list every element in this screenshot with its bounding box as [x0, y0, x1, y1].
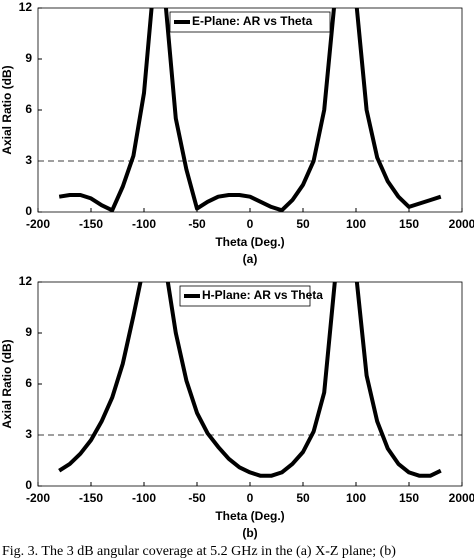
legend-label: E-Plane: AR vs Theta [192, 14, 313, 28]
x-tick-label: -150 [79, 217, 103, 231]
legend-box [179, 285, 311, 307]
x-tick-label: 0 [247, 491, 254, 505]
plot-area [38, 8, 462, 212]
y-axis-label: Axial Ratio (dB) [0, 65, 14, 154]
axes-frame [37, 7, 463, 213]
x-tick-label: 150 [399, 491, 419, 505]
x-tick-label: -50 [188, 491, 206, 505]
x-tick-label: 100 [346, 217, 366, 231]
x-tick-label: 150 [399, 217, 419, 231]
y-tick-label: 3 [25, 427, 32, 441]
line [58, 8, 442, 212]
y-tick-label: 6 [25, 102, 32, 116]
y-tick-label: 9 [25, 325, 32, 339]
x-tick-label: -100 [132, 217, 156, 231]
x-tick-label: 0 [247, 217, 254, 231]
axes: 0 3 6 9 12 -200 -150 -100 -50 0 50 100 150 2000 H-Plan… [0, 274, 474, 540]
subfigure-label: (a) [243, 252, 258, 266]
plot-area [38, 282, 462, 486]
y-tick-label: 9 [25, 51, 32, 65]
y-tick-label: 0 [25, 478, 32, 492]
y-axis-label: Axial Ratio (dB) [0, 339, 14, 428]
y-tick-label: 12 [19, 0, 33, 14]
x-tick-label: 2000 [449, 491, 474, 505]
x-tick-label: -50 [188, 217, 206, 231]
x-tick-label: -200 [26, 491, 50, 505]
subfigure-label: (b) [242, 526, 257, 540]
x-tick-label: -150 [79, 491, 103, 505]
axes: 0 3 6 9 12 -200 -150 -100 -50 0 50 100 150 2000 E-Plan… [0, 0, 474, 266]
x-axis-label: Theta (Deg.) [215, 509, 284, 523]
x-tick-label: 50 [296, 217, 310, 231]
y-tick-label: 0 [25, 204, 32, 218]
y-tick-label: 3 [25, 153, 32, 167]
axes-frame [37, 281, 463, 487]
caption: Fig. 3. The 3 dB angular coverage at 5.2… [2, 544, 396, 559]
line [58, 282, 442, 478]
x-tick-label: -200 [26, 217, 50, 231]
x-tick-label: -100 [132, 491, 156, 505]
x-tick-label: 2000 [449, 217, 474, 231]
x-tick-label: 50 [296, 491, 310, 505]
legend-label: H-Plane: AR vs Theta [202, 288, 323, 302]
y-tick-label: 6 [25, 376, 32, 390]
x-axis-label: Theta (Deg.) [215, 235, 284, 249]
x-tick-label: 100 [346, 491, 366, 505]
legend-box [169, 11, 331, 33]
y-tick-label: 12 [19, 274, 33, 288]
